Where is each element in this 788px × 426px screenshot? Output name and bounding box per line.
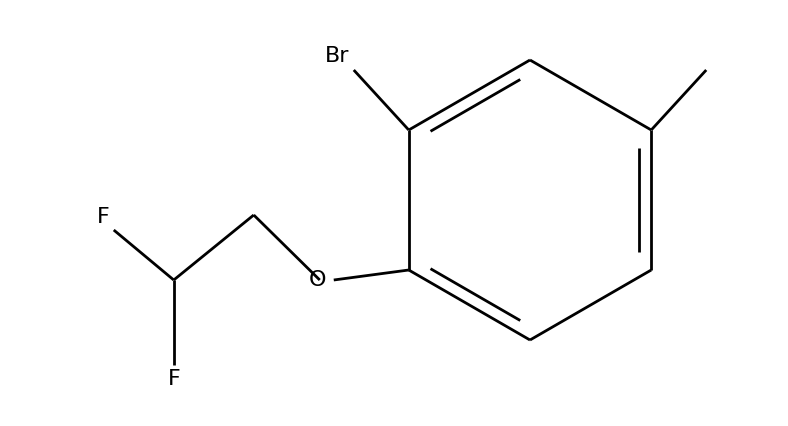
Text: F: F — [97, 207, 110, 227]
Text: Br: Br — [325, 46, 350, 66]
Text: O: O — [308, 270, 325, 290]
Text: F: F — [167, 369, 180, 389]
